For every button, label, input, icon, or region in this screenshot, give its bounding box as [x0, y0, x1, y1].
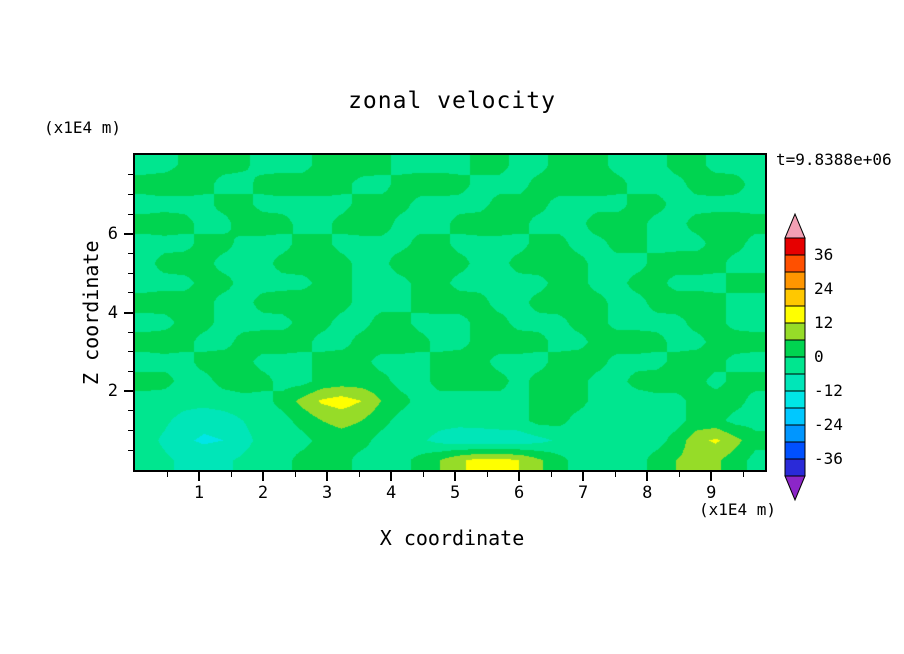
x-minor-tick-mark — [614, 472, 616, 477]
y-minor-tick-mark — [128, 272, 133, 274]
colorbar-cell — [784, 458, 806, 477]
colorbar-over-arrow — [784, 212, 806, 239]
x-tick-label: 9 — [706, 483, 717, 503]
x-tick-mark — [646, 472, 649, 481]
colorbar-label: -12 — [814, 381, 843, 400]
x-tick-mark — [390, 472, 393, 481]
x-minor-tick-mark — [422, 472, 424, 477]
y-minor-tick-mark — [128, 193, 133, 195]
colorbar-cell — [784, 254, 806, 273]
x-axis-label: X coordinate — [379, 526, 525, 550]
x-minor-tick-mark — [742, 472, 744, 477]
x-tick-label: 1 — [193, 483, 205, 503]
x-tick-label: 4 — [385, 483, 397, 503]
colorbar-cell — [784, 441, 806, 460]
y-tick-label: 4 — [107, 302, 118, 323]
x-minor-tick-mark — [678, 472, 680, 477]
colorbar-cell — [784, 288, 806, 307]
y-minor-tick-mark — [128, 174, 133, 176]
y-minor-tick-mark — [128, 371, 133, 373]
colorbar-cell — [784, 407, 806, 426]
x-tick-mark — [262, 472, 265, 481]
x-tick-mark — [710, 472, 713, 481]
colorbar-cell — [784, 373, 806, 392]
colorbar-cell — [784, 305, 806, 324]
colorbar-label: 36 — [814, 245, 833, 264]
x-minor-tick-mark — [166, 472, 168, 477]
x-tick-mark — [454, 472, 457, 481]
colorbar-cell — [784, 339, 806, 358]
y-minor-tick-mark — [128, 252, 133, 254]
colorbar: 36 24 12 0 -12 -24 -36 — [781, 206, 901, 508]
colorbar-cell — [784, 237, 806, 256]
colorbar-label: 12 — [814, 313, 833, 332]
colorbar-scale: 36 24 12 0 -12 -24 -36 — [784, 212, 843, 502]
x-minor-tick-mark — [230, 472, 232, 477]
x-tick-label: 3 — [321, 483, 333, 503]
x-tick-mark — [582, 472, 585, 481]
x-minor-tick-mark — [358, 472, 360, 477]
y-minor-tick-mark — [128, 449, 133, 451]
x-axis-units: (x1E4 m) — [698, 500, 776, 519]
colorbar-label: 24 — [814, 279, 833, 298]
time-annotation: t=9.8388e+06 — [776, 150, 892, 169]
contour-field-canvas — [135, 155, 765, 470]
y-minor-tick-mark — [128, 410, 133, 412]
x-tick-mark — [326, 472, 329, 481]
colorbar-label: 0 — [814, 347, 824, 366]
y-tick-label: 2 — [107, 381, 118, 402]
colorbar-cell — [784, 271, 806, 290]
colorbar-label: -24 — [814, 415, 843, 434]
colorbar-under-arrow — [784, 475, 806, 502]
x-tick-label: 5 — [449, 483, 461, 503]
y-tick-mark — [124, 311, 133, 314]
colorbar-cell — [784, 356, 806, 375]
x-tick-label: 6 — [514, 483, 525, 503]
plot-frame — [133, 153, 767, 472]
y-minor-tick-mark — [128, 331, 133, 333]
colorbar-label: -36 — [814, 449, 843, 468]
x-tick-label: 2 — [257, 483, 269, 503]
colorbar-cell — [784, 424, 806, 443]
x-tick-label: 8 — [642, 483, 653, 503]
y-tick-mark — [124, 390, 133, 393]
y-minor-tick-mark — [128, 292, 133, 294]
x-tick-mark — [198, 472, 201, 481]
plot-title: zonal velocity — [348, 88, 556, 114]
x-tick-mark — [518, 472, 521, 481]
y-minor-tick-mark — [128, 430, 133, 432]
y-axis-units: (x1E4 m) — [44, 118, 122, 137]
y-tick-label: 6 — [107, 223, 118, 244]
x-minor-tick-mark — [550, 472, 552, 477]
colorbar-cell — [784, 322, 806, 341]
y-tick-mark — [124, 232, 133, 235]
colorbar-cell — [784, 390, 806, 409]
y-minor-tick-mark — [128, 351, 133, 353]
x-tick-label: 7 — [578, 483, 589, 503]
x-minor-tick-mark — [294, 472, 296, 477]
y-minor-tick-mark — [128, 213, 133, 215]
x-minor-tick-mark — [486, 472, 488, 477]
